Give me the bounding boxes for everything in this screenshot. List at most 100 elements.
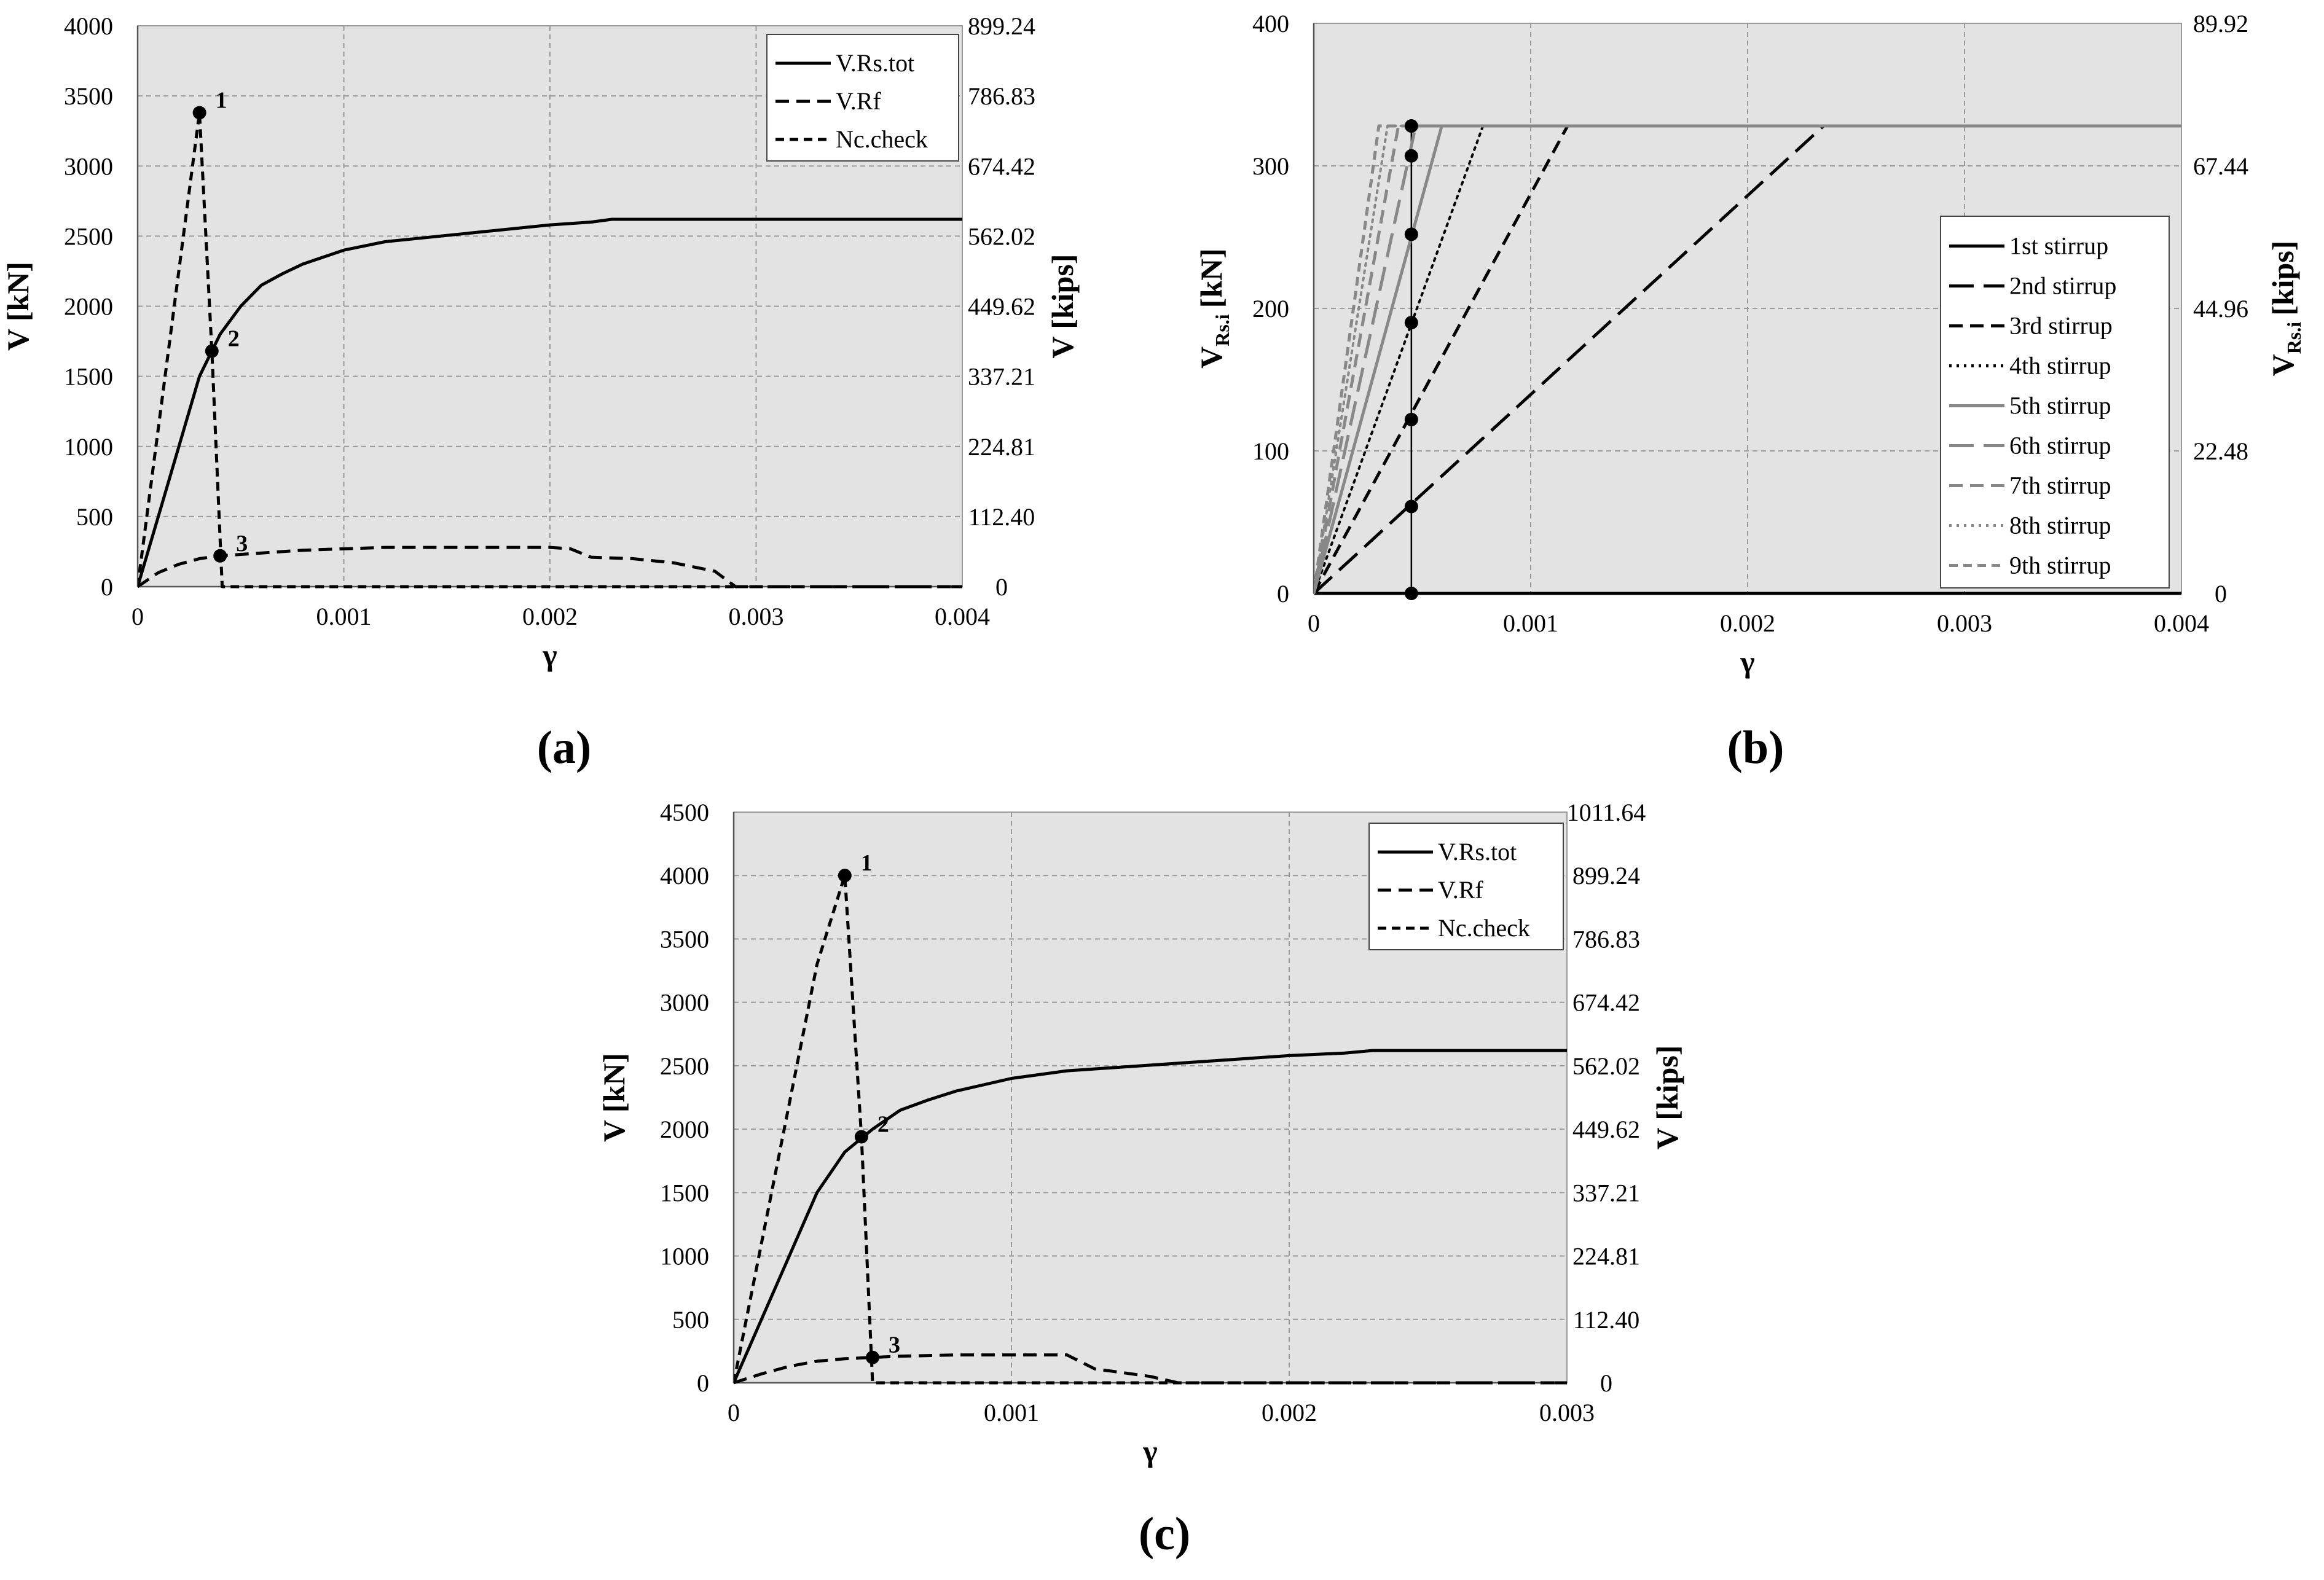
chart-c: 0 0.001 0.002 0.003050010001500200025003000… [597, 799, 1684, 1560]
x-tick-label: 0.002 [1262, 1399, 1317, 1426]
series-line-v-rf [138, 546, 962, 589]
y2-tick-label: 224.81 [968, 433, 1035, 461]
y-tick-label: 500 [76, 503, 113, 531]
legend: V.Rs.tot V.Rf Nc.check [1368, 823, 1564, 950]
series-line-9th-stirrup [1314, 124, 2181, 594]
legend-entry: 8th stirrup [2009, 512, 2111, 539]
data-point-marker [1404, 587, 1418, 600]
y-tick-label: 4500 [660, 799, 709, 826]
x-tick-label: 0.001 [1503, 609, 1558, 637]
panel-label: (a) [537, 722, 592, 773]
legend-box [1368, 823, 1564, 950]
legend-entry: 6th stirrup [2009, 432, 2111, 460]
y2-tick-label: 112.40 [1573, 1306, 1640, 1334]
y-tick-label: 2500 [64, 222, 113, 250]
data-point-marker [1404, 149, 1418, 163]
legend-box [766, 34, 959, 162]
legend-entry: 5th stirrup [2009, 392, 2111, 420]
series-line-nc-check [734, 874, 1567, 1385]
y2-axis-title-main: V [2266, 354, 2300, 376]
y2-tick-label: 562.02 [968, 222, 1035, 250]
y-tick-label: 4000 [660, 862, 709, 890]
legend-entry: Nc.check [836, 125, 928, 153]
y2-tick-label: 337.21 [968, 363, 1035, 391]
y-axis-title-unit: [kN] [1194, 248, 1228, 308]
y2-tick-label: 674.42 [968, 152, 1035, 180]
legend-entry: V.Rf [1438, 876, 1483, 904]
y-tick-label: 0 [101, 573, 113, 601]
y-tick-label: 4000 [64, 12, 113, 40]
y2-tick-label: 337.21 [1572, 1179, 1640, 1207]
x-axis-title: γ [542, 638, 557, 672]
data-point-marker [1404, 316, 1418, 330]
x-tick-label: 0.002 [1720, 609, 1775, 637]
y2-tick-label: 0 [2215, 580, 2227, 608]
data-point-label: 3 [236, 531, 248, 557]
y-tick-label: 200 [1252, 295, 1289, 323]
series-line-v-rs-tot [138, 217, 962, 587]
x-tick-label: 0.004 [2154, 609, 2209, 637]
x-tick-label: 0 [132, 603, 144, 630]
y-tick-label: 300 [1252, 152, 1289, 180]
y-axis-title: VRs.i [kN] [1194, 248, 1233, 369]
series-line-6th-stirrup [1314, 124, 2181, 594]
y-tick-label: 500 [672, 1306, 709, 1334]
x-tick-label: 0.003 [1937, 609, 1992, 637]
data-point-marker [866, 1350, 879, 1364]
y2-axis-title: VRs.i [kips] [2266, 241, 2305, 377]
legend-entry: 7th stirrup [2009, 472, 2111, 499]
data-point-marker [1404, 227, 1418, 241]
y2-tick-label: 22.48 [2193, 437, 2248, 465]
legend-entry: 3rd stirrup [2009, 312, 2113, 340]
y-tick-label: 3000 [64, 152, 113, 180]
y2-tick-label: 786.83 [1572, 925, 1640, 953]
y-axis-title: V [kN] [1, 262, 35, 351]
series-line-v-rs-tot [734, 1049, 1567, 1384]
x-tick-label: 0 [728, 1399, 740, 1426]
legend-entry: 4th stirrup [2009, 352, 2111, 380]
data-point-marker [1404, 412, 1418, 426]
y2-tick-label: 67.44 [2193, 152, 2248, 180]
y2-tick-label: 899.24 [1572, 862, 1640, 890]
y2-tick-label: 562.02 [1572, 1052, 1640, 1080]
x-tick-label: 0.003 [1539, 1399, 1595, 1426]
legend-entry: V.Rf [836, 87, 881, 115]
series-group [138, 111, 962, 589]
data-point-marker [205, 344, 219, 358]
legend-entry: 9th stirrup [2009, 552, 2111, 579]
chart-a: 0 0.001 0.002 0.003 0.0040500100015002000250… [1, 12, 1080, 773]
series-line-7th-stirrup [1314, 124, 2181, 594]
data-point-label: 1 [861, 850, 873, 876]
data-point-marker [1404, 499, 1418, 514]
data-point-label: 1 [216, 88, 227, 114]
y2-tick-label: 0 [995, 573, 1008, 601]
y-tick-label: 1000 [660, 1243, 709, 1270]
y2-axis-title-unit: [kips] [2266, 241, 2300, 316]
series-group [1314, 124, 2181, 595]
y2-tick-label: 0 [1600, 1369, 1612, 1397]
series-line-nc-check [138, 111, 962, 589]
y2-tick-label: 449.62 [968, 293, 1035, 321]
data-point-marker [838, 869, 852, 883]
x-tick-label: 0 [1308, 609, 1320, 637]
y2-tick-label: 786.83 [968, 82, 1035, 110]
y-tick-label: 1500 [64, 363, 113, 391]
y2-tick-label: 1011.64 [1567, 799, 1646, 826]
y-tick-label: 3500 [64, 82, 113, 110]
data-point-marker [854, 1130, 868, 1144]
y2-axis-title: V [kips] [1650, 1046, 1684, 1150]
y2-tick-label: 674.42 [1572, 989, 1640, 1017]
y2-tick-label: 112.40 [968, 503, 1035, 531]
y-tick-label: 100 [1252, 437, 1289, 465]
legend: 1st stirrup 2nd stirrup 3rd stirrup 4th sti… [1940, 216, 2170, 589]
data-point-marker [213, 549, 227, 563]
y-axis-title: V [kN] [597, 1053, 631, 1142]
x-tick-label: 0.001 [316, 603, 372, 630]
y-tick-label: 2500 [660, 1052, 709, 1080]
y-tick-label: 0 [697, 1369, 709, 1397]
legend-entry: Nc.check [1438, 914, 1530, 942]
y2-tick-label: 44.96 [2193, 295, 2248, 323]
y-tick-label: 1000 [64, 433, 113, 461]
legend-entry: V.Rs.tot [1438, 838, 1517, 866]
